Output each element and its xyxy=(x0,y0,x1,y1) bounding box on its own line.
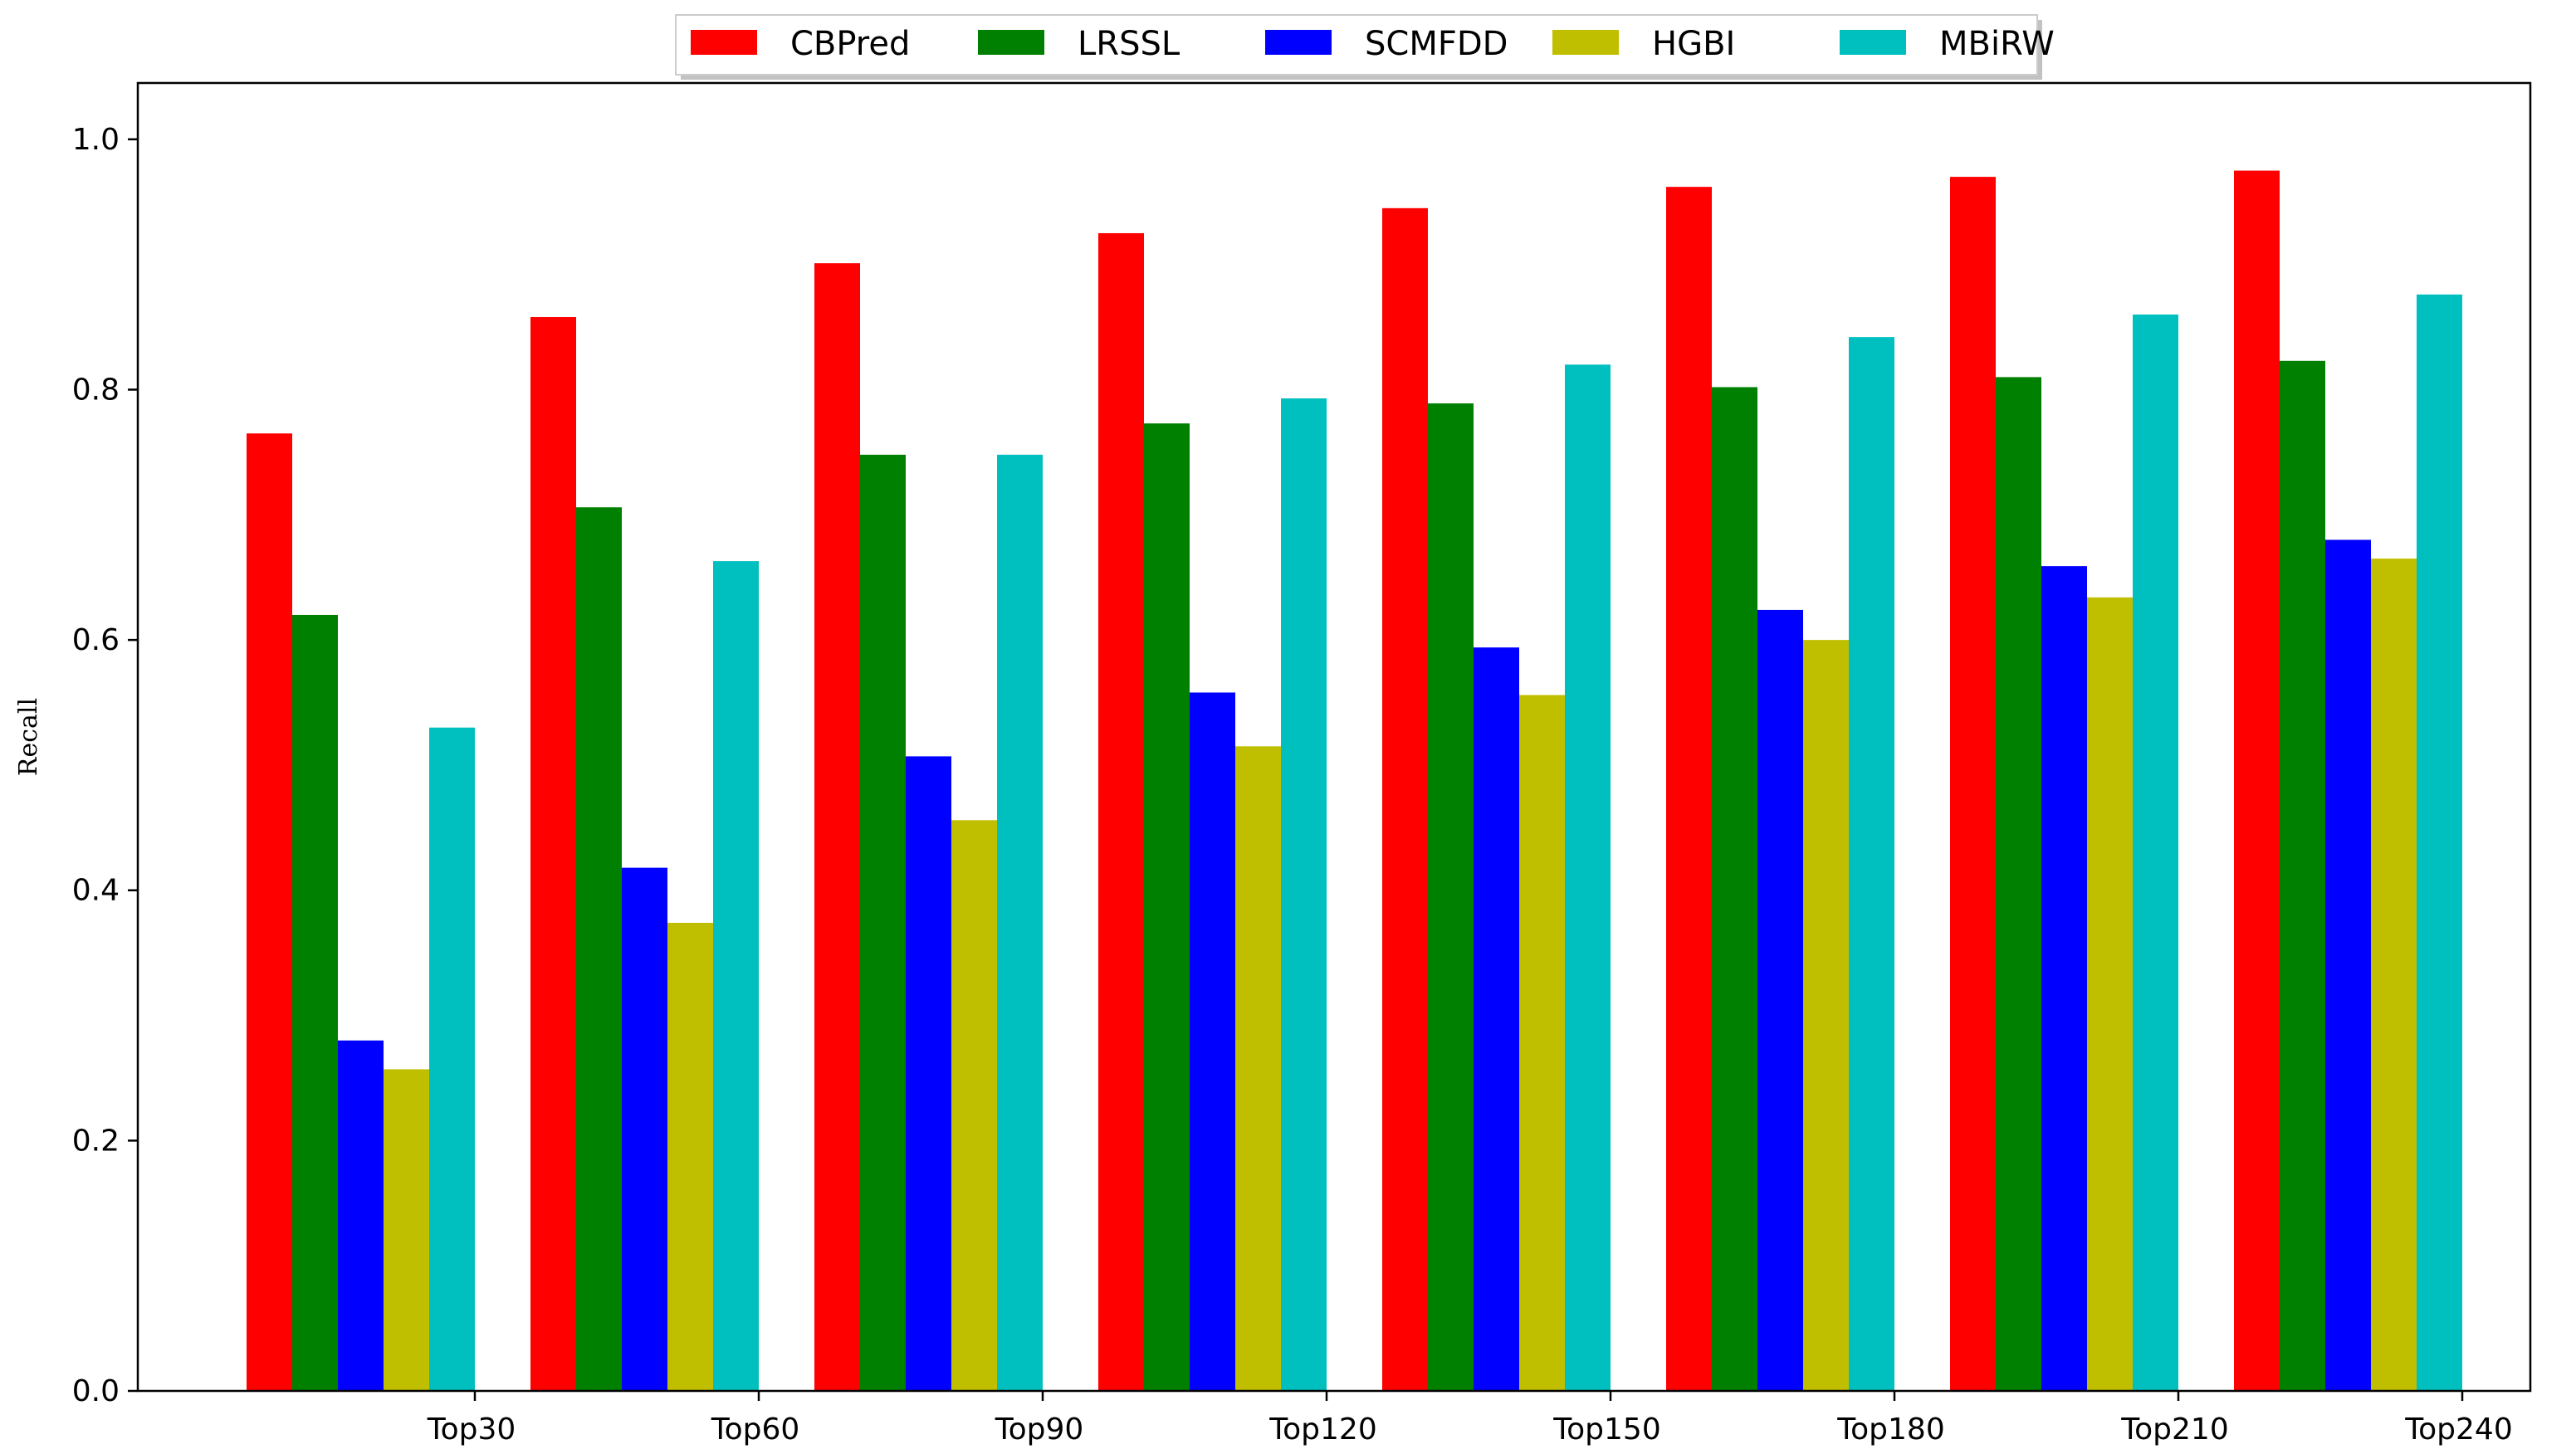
x-tick-label: Top120 xyxy=(1268,1413,1376,1447)
y-tick-label: 0.8 xyxy=(72,373,120,407)
bar-mbirw-top150 xyxy=(1565,364,1611,1392)
bar-mbirw-top120 xyxy=(1281,398,1327,1391)
bar-mbirw-top240 xyxy=(2417,294,2462,1391)
bar-cbpred-top120 xyxy=(1098,232,1144,1391)
x-tick-label: Top90 xyxy=(995,1413,1084,1447)
legend-label-cbpred: CBPred xyxy=(790,25,910,63)
bar-cbpred-top90 xyxy=(814,263,860,1392)
bar-mbirw-top30 xyxy=(429,727,475,1391)
bar-mbirw-top210 xyxy=(2133,315,2178,1392)
plot-frame xyxy=(136,81,2532,1393)
legend-swatch-scmfdd xyxy=(1265,30,1332,55)
legend-swatch-hgbi xyxy=(1552,30,1619,55)
bar-hgbi-top30 xyxy=(384,1069,429,1391)
bar-hgbi-top150 xyxy=(1519,695,1565,1391)
bar-hgbi-top60 xyxy=(667,922,713,1391)
legend-swatch-lrssl xyxy=(978,30,1044,55)
y-axis-title: Recall xyxy=(14,698,43,776)
bar-mbirw-top60 xyxy=(713,561,759,1391)
legend-label-scmfdd: SCMFDD xyxy=(1365,25,1508,63)
y-tick-label: 0.4 xyxy=(72,874,120,908)
y-tick-label: 0.6 xyxy=(72,623,120,657)
x-tick-label: Top150 xyxy=(1552,1413,1660,1447)
bar-cbpred-top30 xyxy=(247,433,292,1391)
bar-hgbi-top180 xyxy=(1803,640,1849,1391)
bar-scmfdd-top180 xyxy=(1757,609,1803,1391)
bar-scmfdd-top30 xyxy=(338,1040,384,1391)
y-tick-label: 1.0 xyxy=(72,123,120,157)
legend-label-lrssl: LRSSL xyxy=(1078,25,1180,63)
bar-hgbi-top210 xyxy=(2087,597,2133,1391)
bar-cbpred-top180 xyxy=(1666,187,1712,1391)
bar-cbpred-top240 xyxy=(2234,170,2280,1392)
legend-swatch-mbirw xyxy=(1840,30,1906,55)
bar-hgbi-top120 xyxy=(1235,746,1281,1391)
bar-hgbi-top240 xyxy=(2371,559,2417,1391)
bar-scmfdd-top240 xyxy=(2325,539,2371,1391)
bar-lrssl-top30 xyxy=(292,614,338,1391)
legend-label-hgbi: HGBI xyxy=(1652,25,1735,63)
bar-scmfdd-top60 xyxy=(622,867,667,1391)
x-tick-label: Top180 xyxy=(1836,1413,1944,1447)
bar-lrssl-top150 xyxy=(1428,403,1474,1392)
bar-cbpred-top150 xyxy=(1382,207,1428,1392)
legend-box xyxy=(675,14,2038,76)
bar-cbpred-top210 xyxy=(1950,177,1996,1391)
bar-lrssl-top120 xyxy=(1144,423,1190,1392)
bar-lrssl-top180 xyxy=(1712,387,1757,1391)
bar-lrssl-top90 xyxy=(860,454,906,1391)
bar-mbirw-top180 xyxy=(1849,337,1894,1392)
legend-label-mbirw: MBiRW xyxy=(1939,25,2055,63)
bar-hgbi-top90 xyxy=(951,820,997,1391)
legend-swatch-cbpred xyxy=(691,30,757,55)
y-tick-label: 0.0 xyxy=(72,1374,120,1408)
bar-lrssl-top240 xyxy=(2280,360,2325,1391)
bar-scmfdd-top210 xyxy=(2041,566,2087,1391)
bar-scmfdd-top90 xyxy=(906,756,951,1391)
chart-legend: CBPred LRSSL SCMFDD HGBI MBiRW xyxy=(675,14,2055,80)
bar-scmfdd-top120 xyxy=(1190,692,1235,1391)
bar-mbirw-top90 xyxy=(997,454,1043,1391)
bar-cbpred-top60 xyxy=(530,317,576,1392)
x-tick-label: Top60 xyxy=(711,1413,800,1447)
y-tick-label: 0.2 xyxy=(72,1124,120,1158)
x-tick-label: Top210 xyxy=(2120,1413,2228,1447)
bar-lrssl-top60 xyxy=(576,507,622,1391)
x-tick-label: Top240 xyxy=(2404,1413,2512,1447)
x-tick-label: Top30 xyxy=(427,1413,516,1447)
bar-lrssl-top210 xyxy=(1996,377,2041,1391)
bar-scmfdd-top150 xyxy=(1474,647,1519,1391)
